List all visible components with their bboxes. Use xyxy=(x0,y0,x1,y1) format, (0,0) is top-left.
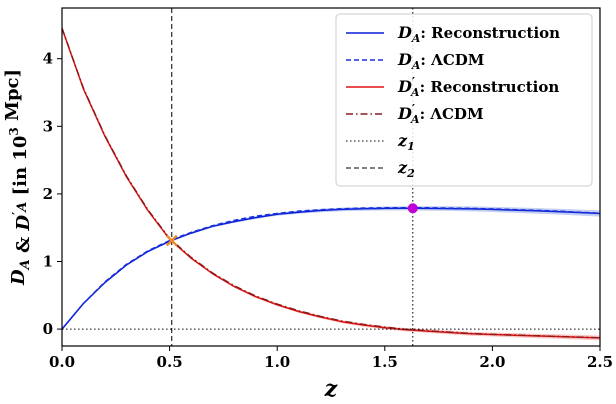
x-tick-label: 0.5 xyxy=(157,353,183,371)
legend-label-5: z2 xyxy=(397,158,415,180)
y-title-part: Mpc] xyxy=(2,69,23,127)
marker-cross xyxy=(165,234,178,247)
legend-sub: 2 xyxy=(406,167,415,180)
y-title-part: A xyxy=(18,259,33,271)
series-line-1 xyxy=(62,206,600,330)
legend-sym: D xyxy=(397,50,412,69)
x-tick-label: 2.0 xyxy=(479,353,505,371)
x-tick-label: 1.0 xyxy=(264,353,290,371)
legend-label-2: D′ A: Reconstruction xyxy=(397,75,559,99)
x-tick-label: 0.0 xyxy=(49,353,75,371)
legend-suffix: : Reconstruction xyxy=(420,24,560,42)
marker-cross-b xyxy=(165,234,178,247)
legend-label-3: D′ A: ΛCDM xyxy=(397,102,484,126)
y-title-part: [in 10 xyxy=(10,136,31,202)
legend-sym: D xyxy=(397,104,412,123)
y-axis-title: DA & D′A [in 103 Mpc] xyxy=(2,69,34,286)
marker-peak xyxy=(407,203,418,214)
markers xyxy=(165,203,418,247)
legend-label-0: DA: Reconstruction xyxy=(397,23,560,45)
y-title-part: A xyxy=(15,202,30,214)
legend-prime: ′ xyxy=(412,102,415,116)
y-title-part: 3 xyxy=(7,127,21,135)
legend-prime: ′ xyxy=(412,75,415,89)
legend-sym: D xyxy=(397,23,412,42)
y-title-part: D xyxy=(13,215,34,232)
legend-sub: A xyxy=(410,113,420,126)
y-tick-label: 3 xyxy=(43,117,53,135)
legend-sym: z xyxy=(397,131,408,150)
legend-sym: z xyxy=(397,158,408,177)
y-title-part: D xyxy=(8,269,29,286)
legend-sub: A xyxy=(410,86,420,99)
y-tick-label: 1 xyxy=(43,253,53,271)
band-da xyxy=(62,206,600,330)
x-tick-label: 2.5 xyxy=(587,353,613,371)
x-tick-label: 1.5 xyxy=(372,353,398,371)
legend-box xyxy=(335,13,593,187)
series-layer xyxy=(62,28,600,339)
y-tick-label: 2 xyxy=(43,185,53,203)
x-axis: 0.0 0.5 1.0 1.5 2.0 2.5 xyxy=(49,346,613,371)
legend-suffix: : ΛCDM xyxy=(420,51,484,69)
legend-sym: D xyxy=(397,77,412,96)
y-axis: 0 1 2 3 4 xyxy=(43,50,62,338)
y-axis-title-text: DA & D′A [in 103 Mpc] xyxy=(2,69,34,286)
series-line-0 xyxy=(62,207,600,330)
y-tick-label: 0 xyxy=(43,320,53,338)
x-axis-title-text: z xyxy=(324,376,338,402)
y-title-part: & xyxy=(13,231,34,260)
y-title-part: ′ xyxy=(10,212,24,215)
plot-frame xyxy=(61,7,601,347)
legend-sub: A xyxy=(411,59,421,72)
legend-suffix: : Reconstruction xyxy=(420,78,560,96)
legend-label-4: z1 xyxy=(397,131,415,153)
legend-label-1: DA: ΛCDM xyxy=(397,50,484,72)
legend-suffix: : ΛCDM xyxy=(420,105,484,123)
y-tick-label: 4 xyxy=(43,50,53,68)
legend-sub: A xyxy=(411,32,421,45)
legend-sub: 1 xyxy=(407,140,415,153)
series-line-3 xyxy=(62,28,600,339)
x-axis-title: z xyxy=(324,376,338,402)
